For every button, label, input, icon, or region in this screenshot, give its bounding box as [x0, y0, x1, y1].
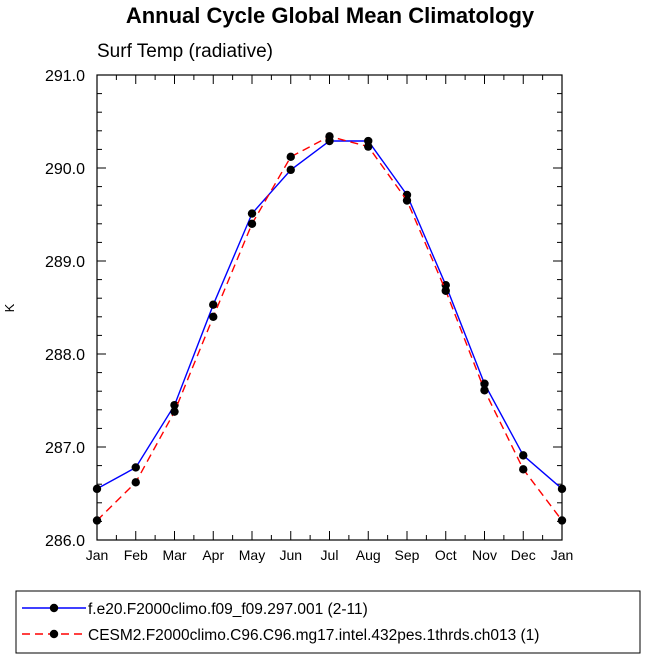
x-tick-label: Feb: [124, 547, 148, 563]
series-2-point: [519, 465, 528, 474]
x-tick-label: Nov: [472, 547, 497, 563]
legend: f.e20.F2000climo.f09_f09.297.001 (2-11) C…: [15, 590, 641, 654]
series-1-point: [247, 209, 257, 218]
y-tick-label: 288.0: [45, 347, 85, 364]
series-2-point: [286, 152, 295, 162]
x-tick-label: May: [239, 547, 265, 563]
series-line-2: [96, 135, 563, 521]
series-1-point: [519, 451, 528, 460]
chart-subtitle: Surf Temp (radiative): [97, 41, 273, 62]
series-2-point: [480, 386, 489, 395]
legend-label-1: f.e20.F2000climo.f09_f09.297.001 (2-11): [88, 601, 368, 618]
x-tick-label: Apr: [202, 547, 224, 563]
x-tick-label: Dec: [511, 547, 536, 563]
series-2-point: [325, 132, 334, 141]
series-2-point: [441, 286, 450, 295]
legend-label-2: CESM2.F2000climo.C96.C96.mg17.intel.432p…: [88, 627, 539, 644]
series-2-point: [247, 219, 257, 228]
x-tick-label: Mar: [162, 547, 186, 563]
series-2-point: [131, 478, 140, 487]
y-tick-label: 290.0: [45, 161, 85, 178]
series-1-point: [170, 400, 179, 410]
y-tick-label: 289.0: [45, 254, 85, 271]
axis-ticks: Jan Feb Mar Apr May Jun Jul Aug Sep Oct Nov Dec Jan2…: [45, 68, 573, 563]
x-tick-label: Jul: [321, 547, 339, 563]
chart-title: Annual Cycle Global Mean Climatology: [126, 3, 535, 28]
series-1-point: [131, 463, 140, 472]
series-2-point: [364, 142, 373, 151]
series-2-point: [402, 196, 412, 205]
series-1-point: [209, 300, 218, 309]
x-tick-label: Jan: [551, 547, 574, 563]
series-2-point: [209, 312, 218, 321]
series-1-point: [286, 165, 295, 175]
series-2-point: [170, 407, 179, 416]
x-tick-label: Oct: [435, 547, 457, 563]
x-tick-label: Jun: [279, 547, 302, 563]
x-tick-label: Aug: [356, 547, 381, 563]
x-tick-label: Sep: [395, 547, 420, 563]
plot-frame: [96, 74, 563, 541]
series-1-point: [480, 379, 489, 388]
y-tick-label: 291.0: [45, 68, 85, 85]
y-tick-label: 287.0: [45, 440, 85, 457]
x-tick-label: Jan: [86, 547, 109, 563]
legend-box: [15, 590, 641, 654]
legend-marker-2: [49, 629, 59, 639]
y-tick-label: 286.0: [45, 533, 85, 550]
series-line-1: [96, 140, 563, 490]
y-axis-label: K: [2, 303, 17, 312]
series-layer: [92, 132, 567, 525]
legend-marker-1: [49, 603, 59, 613]
